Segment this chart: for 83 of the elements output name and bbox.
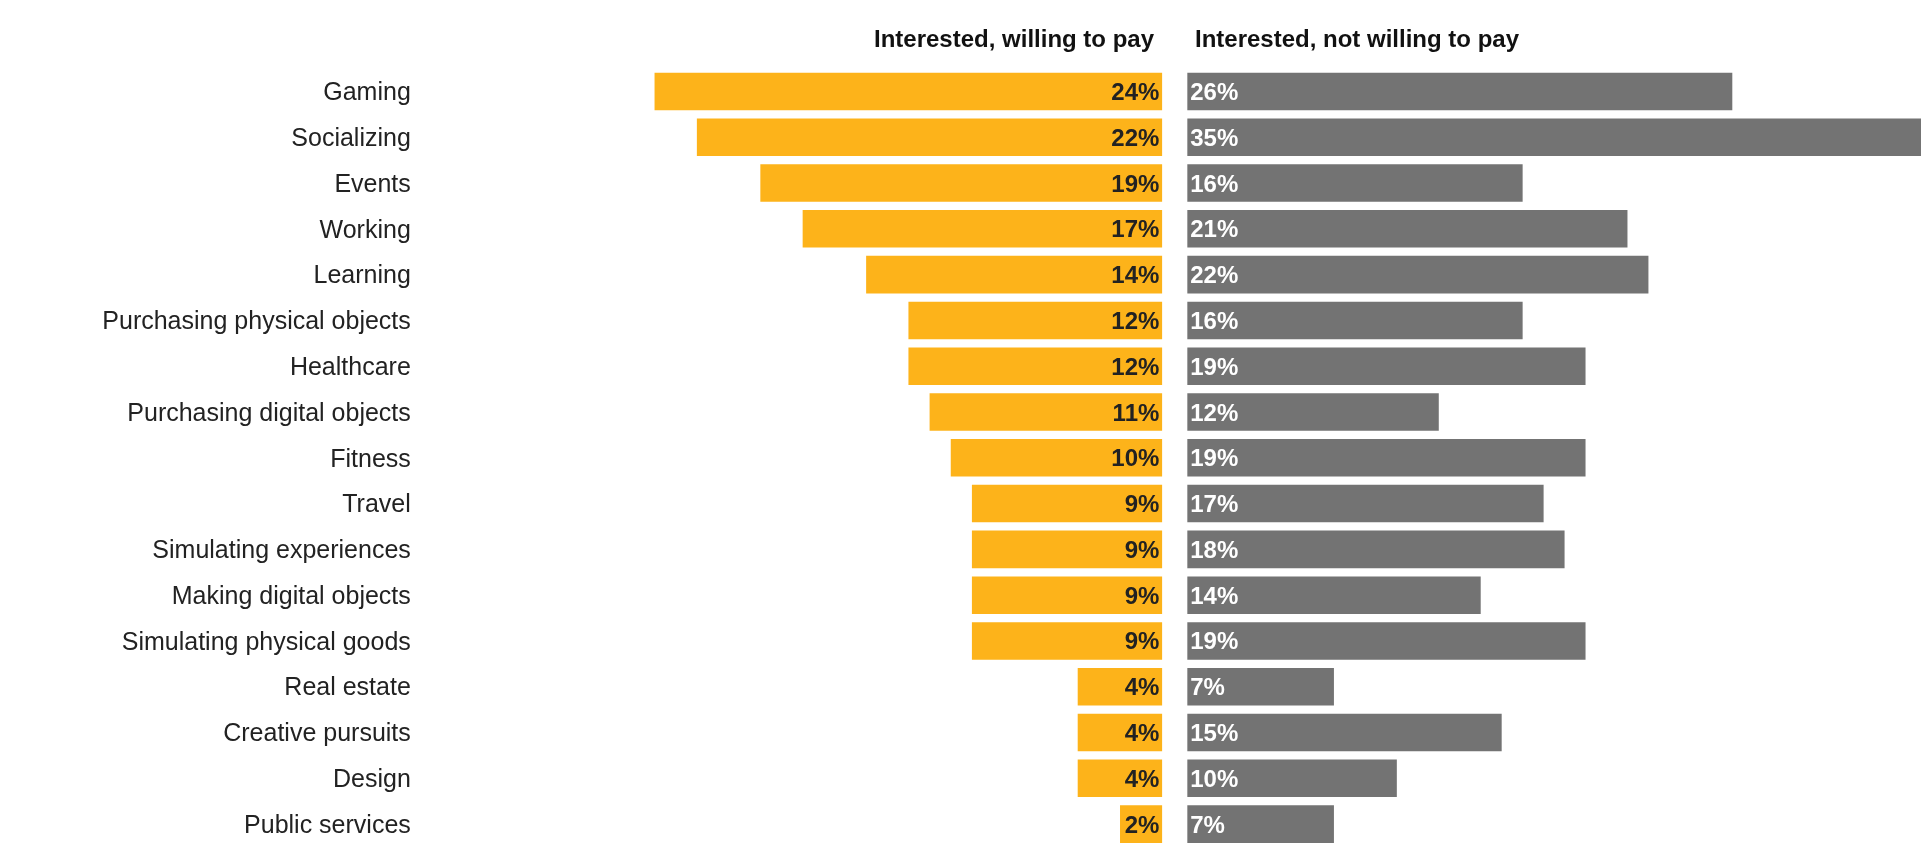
data-label: 26%	[1190, 77, 1239, 105]
data-label: 14%	[1111, 261, 1160, 289]
bar	[866, 255, 1163, 294]
data-label: 2%	[1124, 810, 1160, 838]
data-label: 12%	[1111, 306, 1160, 334]
bar	[1187, 301, 1523, 340]
bar	[950, 439, 1163, 477]
bar	[1187, 530, 1565, 569]
y-tick-label: Socializing	[291, 123, 411, 152]
data-label: 12%	[1111, 352, 1160, 380]
data-label: 22%	[1190, 261, 1239, 289]
bar	[1187, 164, 1523, 202]
bar	[1187, 713, 1502, 752]
bar	[908, 347, 1163, 385]
y-tick-label: Fitness	[330, 443, 411, 472]
y-tick-label: Public services	[244, 809, 411, 838]
data-label: 4%	[1124, 673, 1160, 701]
y-tick-label: Working	[319, 214, 411, 243]
data-label: 11%	[1112, 398, 1160, 426]
bar	[1187, 118, 1921, 157]
bar	[971, 484, 1163, 523]
y-tick-label: Making digital objects	[171, 580, 411, 609]
bar	[760, 164, 1163, 202]
bar	[654, 72, 1163, 111]
data-label: 10%	[1111, 444, 1160, 472]
y-tick-label: Real estate	[284, 672, 411, 701]
data-label: 12%	[1190, 398, 1239, 426]
bar	[929, 393, 1163, 431]
bar	[696, 118, 1163, 157]
bar	[1187, 759, 1397, 798]
chart-title: Interested, willing to pay	[874, 25, 1155, 52]
data-label: 19%	[1111, 169, 1160, 197]
data-label: 17%	[1190, 490, 1239, 518]
data-label: 16%	[1190, 306, 1239, 334]
bar	[1187, 484, 1544, 523]
bar	[971, 576, 1163, 614]
y-tick-label: Design	[332, 764, 411, 793]
y-tick-label: Simulating physical goods	[121, 626, 411, 655]
data-label: 14%	[1190, 581, 1239, 609]
bar	[1187, 255, 1649, 294]
bar	[1187, 347, 1586, 385]
y-tick-label: Creative pursuits	[223, 718, 411, 747]
data-label: 24%	[1111, 77, 1160, 105]
bar	[908, 301, 1163, 340]
data-label: 15%	[1190, 719, 1239, 747]
data-label: 19%	[1190, 627, 1239, 655]
data-label: 18%	[1190, 535, 1239, 563]
data-label: 16%	[1190, 169, 1239, 197]
data-label: 35%	[1190, 123, 1239, 151]
data-label: 9%	[1124, 627, 1160, 655]
bar	[1187, 439, 1586, 477]
data-label: 19%	[1190, 444, 1239, 472]
y-tick-label: Travel	[342, 489, 411, 518]
bar	[1187, 576, 1481, 614]
bar	[1187, 622, 1586, 660]
bar	[802, 210, 1163, 248]
y-tick-label: Events	[334, 168, 411, 197]
data-label: 7%	[1190, 673, 1225, 701]
y-tick-label: Purchasing digital objects	[127, 397, 411, 426]
data-label: 21%	[1190, 215, 1239, 243]
bar	[1187, 393, 1439, 431]
data-label: 4%	[1124, 764, 1160, 792]
bar	[971, 622, 1163, 660]
y-tick-label: Healthcare	[289, 351, 411, 380]
y-tick-label: Simulating experiences	[152, 535, 411, 564]
data-label: 17%	[1111, 215, 1160, 243]
bar	[1187, 667, 1334, 706]
data-label: 4%	[1124, 719, 1160, 747]
data-label: 9%	[1124, 581, 1160, 609]
data-label: 9%	[1124, 535, 1160, 563]
y-tick-label: Learning	[313, 260, 411, 289]
y-tick-label: Gaming	[323, 77, 411, 106]
chart-title: Interested, not willing to pay	[1195, 25, 1520, 52]
data-label: 10%	[1190, 764, 1239, 792]
data-label: 7%	[1190, 810, 1225, 838]
bar	[1187, 805, 1334, 843]
y-tick-label: Purchasing physical objects	[102, 306, 411, 335]
bar	[1187, 210, 1628, 248]
bar	[1187, 72, 1733, 111]
bar	[971, 530, 1163, 569]
data-label: 9%	[1124, 490, 1160, 518]
data-label: 19%	[1190, 352, 1239, 380]
data-label: 22%	[1111, 123, 1160, 151]
